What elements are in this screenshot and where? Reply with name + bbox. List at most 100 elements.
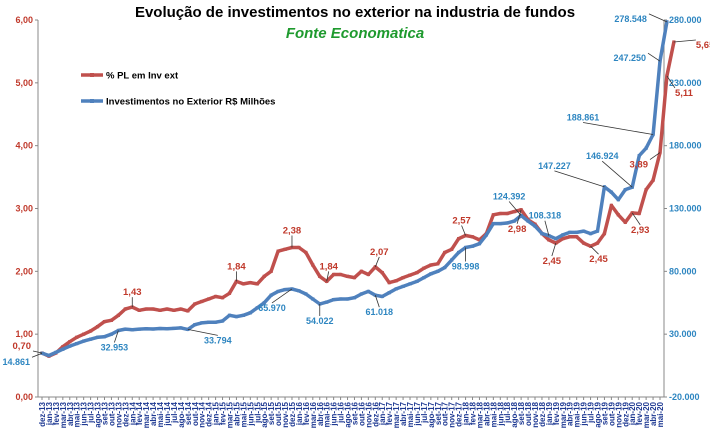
- series-1-point: [470, 244, 475, 248]
- series-0-point: [345, 274, 350, 278]
- series-0-point: [144, 307, 148, 311]
- series-1-point: [561, 233, 565, 237]
- series-0-point: [450, 247, 454, 251]
- x-tick-label: jul-13: [87, 401, 96, 423]
- x-tick-label: fev-14: [135, 401, 144, 425]
- series-1-point: [526, 219, 530, 223]
- label-leader: [647, 52, 661, 62]
- pct-data-label: 2,45: [589, 254, 608, 265]
- x-tick-label: mar-16: [309, 401, 318, 428]
- series-1-point: [248, 311, 252, 315]
- series-1-point: [366, 289, 370, 294]
- pct-data-label: 1,84: [319, 261, 338, 272]
- x-tick-label: dez-18: [538, 401, 547, 426]
- series-1-point: [575, 230, 579, 234]
- x-tick-label: mai-14: [156, 401, 165, 427]
- x-tick-label: fev-19: [552, 401, 561, 425]
- series-1-point: [332, 298, 336, 302]
- x-tick-label: jan-16: [295, 401, 304, 426]
- series-1-point: [338, 297, 343, 301]
- series-0-point: [561, 237, 565, 241]
- series-0-point: [304, 250, 308, 255]
- label-leader: [649, 152, 661, 160]
- series-0-point: [102, 320, 107, 324]
- series-1-point: [512, 219, 516, 223]
- series-1-point: [102, 335, 107, 339]
- label-leader: [648, 13, 668, 23]
- series-1-point: [227, 313, 232, 317]
- series-1-point: [123, 327, 127, 331]
- inv-data-label: 54.022: [306, 316, 334, 326]
- series-0-point: [491, 213, 495, 217]
- label-leader: [673, 39, 696, 43]
- x-tick-label: mar-13: [59, 401, 68, 428]
- x-tick-label: mar-14: [142, 401, 151, 428]
- series-0-point: [394, 279, 398, 283]
- inv-data-label: 188.861: [567, 113, 600, 123]
- series-0-point: [436, 262, 440, 266]
- series-1-point: [262, 301, 266, 305]
- series-1-point: [54, 350, 58, 354]
- x-tick-label: jun-17: [413, 401, 422, 426]
- series-0-point: [332, 272, 336, 277]
- x-tick-label: fev-18: [469, 401, 478, 425]
- label-leader: [271, 288, 293, 304]
- series-1-point: [276, 289, 280, 294]
- right-tick-label: 80.000: [669, 266, 697, 276]
- series-0-point: [123, 307, 127, 311]
- series-0-point: [408, 273, 412, 277]
- series-1-point: [394, 287, 398, 291]
- x-tick-label: nov-14: [198, 401, 207, 427]
- label-leader: [516, 209, 522, 224]
- series-1-point: [540, 232, 544, 236]
- legend-marker-1: [90, 99, 94, 103]
- x-tick-label: dez-16: [371, 401, 380, 426]
- label-leader: [590, 245, 599, 255]
- series-0-point: [116, 313, 120, 317]
- series-0-point: [401, 276, 405, 280]
- series-1-point: [269, 293, 273, 297]
- x-tick-label: ago-17: [427, 401, 436, 427]
- inv-data-label: 98.998: [452, 261, 480, 271]
- label-leader: [461, 225, 466, 236]
- right-tick-label: -20.000: [669, 392, 700, 402]
- series-1-point: [137, 327, 141, 331]
- series-0-point: [207, 297, 211, 301]
- series-1-point: [554, 237, 558, 241]
- right-tick-label: 30.000: [669, 329, 697, 339]
- series-0-point: [158, 308, 162, 312]
- plot-area: [40, 20, 676, 358]
- series-1-point: [89, 337, 93, 341]
- x-tick-label: fev-15: [219, 401, 228, 425]
- series-0-point: [498, 211, 502, 216]
- pct-data-label: 1,43: [123, 287, 142, 298]
- series-0-point: [109, 318, 114, 322]
- series-0-point: [380, 270, 384, 275]
- series-1-point: [200, 321, 204, 325]
- x-tick-label: jul-16: [337, 401, 346, 423]
- label-leader: [551, 242, 557, 257]
- series-0-point: [568, 235, 572, 239]
- x-tick-label: abr-15: [232, 401, 241, 426]
- series-1-point: [61, 347, 65, 351]
- series-0-point: [269, 269, 273, 273]
- right-tick-label: 230.000: [669, 78, 702, 88]
- series-1-point: [68, 344, 72, 348]
- series-1-point: [547, 234, 551, 238]
- right-tick-label: 180.000: [669, 141, 702, 151]
- series-1-point: [519, 213, 523, 218]
- series-0-point: [477, 238, 482, 242]
- x-tick-label: dez-14: [205, 401, 214, 426]
- x-tick-label: dez-15: [288, 401, 297, 426]
- left-tick-label: 0,00: [15, 392, 33, 402]
- series-0-point: [443, 250, 447, 255]
- series-0-point: [200, 299, 204, 304]
- series-0-point: [616, 213, 620, 217]
- x-tick-label: nov-16: [364, 401, 373, 427]
- x-tick-label: jun-18: [496, 401, 505, 426]
- series-1-point: [220, 319, 225, 323]
- pct-data-label: 2,45: [543, 256, 562, 267]
- series-1-point: [568, 230, 572, 234]
- inv-data-label: 108.318: [529, 211, 562, 221]
